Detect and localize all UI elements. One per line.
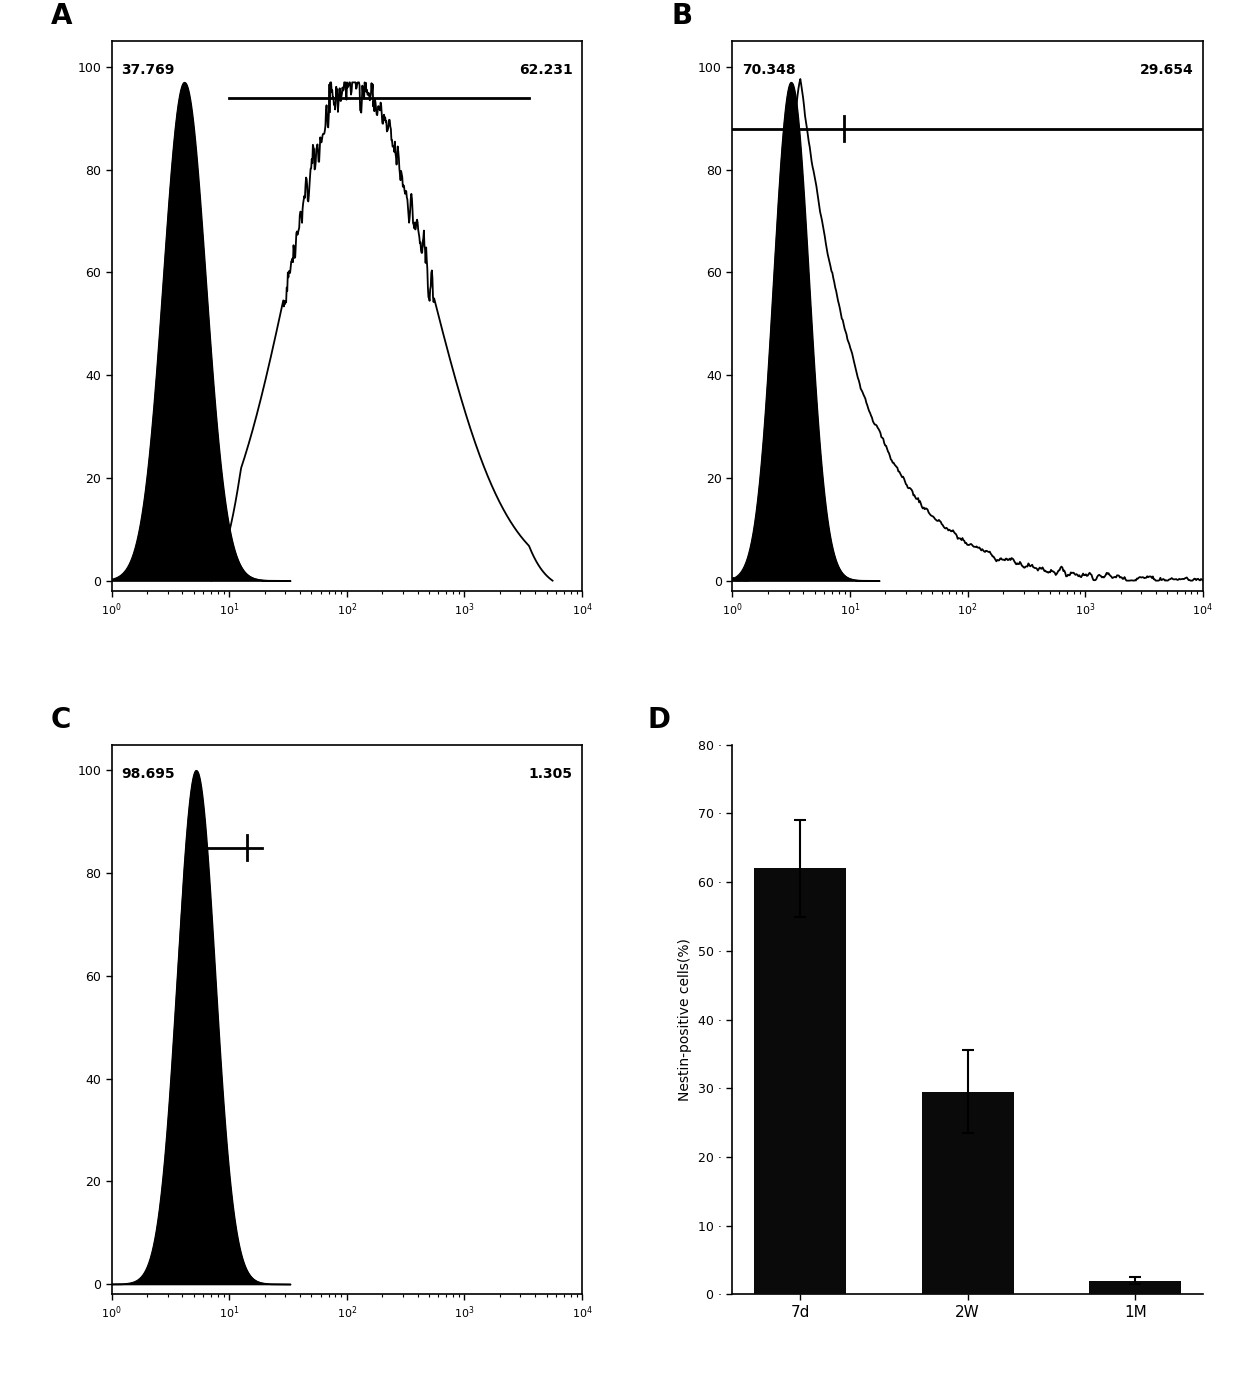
Bar [1089, 1281, 1182, 1294]
Text: B: B [671, 3, 692, 30]
Text: 37.769: 37.769 [122, 63, 175, 77]
Text: 70.348: 70.348 [742, 63, 796, 77]
Text: 62.231: 62.231 [518, 63, 573, 77]
Text: D: D [647, 706, 671, 734]
Y-axis label: Nestin-positive cells(%): Nestin-positive cells(%) [678, 938, 692, 1102]
Text: C: C [51, 706, 71, 734]
Text: A: A [51, 3, 72, 30]
Text: 98.695: 98.695 [122, 767, 175, 781]
Bar [921, 1092, 1014, 1294]
Text: 1.305: 1.305 [528, 767, 573, 781]
Text: 29.654: 29.654 [1140, 63, 1193, 77]
Bar [754, 869, 846, 1294]
